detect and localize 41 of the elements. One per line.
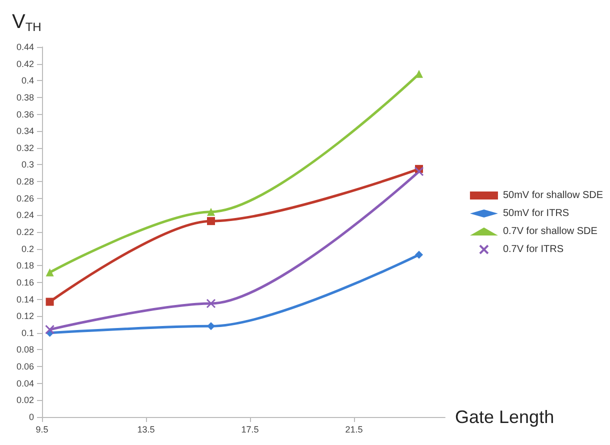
x-axis-title: Gate Length bbox=[455, 407, 554, 427]
y-tick-label: 0 bbox=[28, 412, 34, 422]
point bbox=[207, 208, 215, 216]
y-tick-label: 0.18 bbox=[16, 260, 34, 271]
y-tick-label: 0.28 bbox=[16, 176, 34, 187]
point bbox=[207, 217, 215, 226]
point bbox=[207, 322, 215, 330]
point bbox=[414, 166, 424, 176]
x-tick-label: 21.5 bbox=[345, 424, 363, 434]
x-tick-label: 9.5 bbox=[36, 424, 48, 434]
legend-label: 0.7V for shallow SDE bbox=[502, 226, 598, 237]
y-tick-label: 0.4 bbox=[21, 76, 34, 86]
y-tick-label: 0.06 bbox=[16, 362, 34, 372]
y-tick-label: 0.16 bbox=[16, 277, 34, 288]
y-tick-label: 0.32 bbox=[16, 142, 34, 153]
point bbox=[415, 250, 423, 259]
y-tick-label: 0.3 bbox=[21, 160, 34, 170]
y-tick-label: 0.2 bbox=[21, 244, 34, 254]
y-tick-label: 0.08 bbox=[16, 344, 34, 355]
point bbox=[206, 298, 216, 308]
legend-label: 50mV for ITRS bbox=[502, 208, 570, 219]
y-tick-label: 0.22 bbox=[16, 227, 34, 237]
x-tick-label: 13.5 bbox=[137, 424, 155, 434]
y-tick-label: 0.26 bbox=[16, 193, 34, 204]
x-tick-label: 17.5 bbox=[241, 424, 259, 434]
y-tick-label: 0.44 bbox=[16, 42, 34, 52]
point bbox=[46, 268, 54, 276]
y-tick-label: 0.38 bbox=[16, 92, 34, 102]
y-tick-label: 0.36 bbox=[16, 109, 34, 120]
legend-label: 0.7V for ITRS bbox=[502, 244, 564, 255]
y-tick-label: 0.42 bbox=[16, 58, 34, 69]
y-tick-label: 0.24 bbox=[16, 210, 34, 220]
point bbox=[46, 298, 54, 306]
y-tick-label: 0.04 bbox=[16, 378, 34, 388]
legend-label: 50mV for shallow SDE bbox=[502, 190, 604, 201]
y-tick-label: 0.34 bbox=[16, 126, 34, 136]
point bbox=[45, 324, 55, 334]
y-tick-label: 0.14 bbox=[16, 294, 34, 304]
y-tick-label: 0.12 bbox=[16, 311, 34, 322]
y-tick-label: 0.02 bbox=[16, 395, 34, 406]
y-tick-label: 0.1 bbox=[21, 328, 34, 338]
